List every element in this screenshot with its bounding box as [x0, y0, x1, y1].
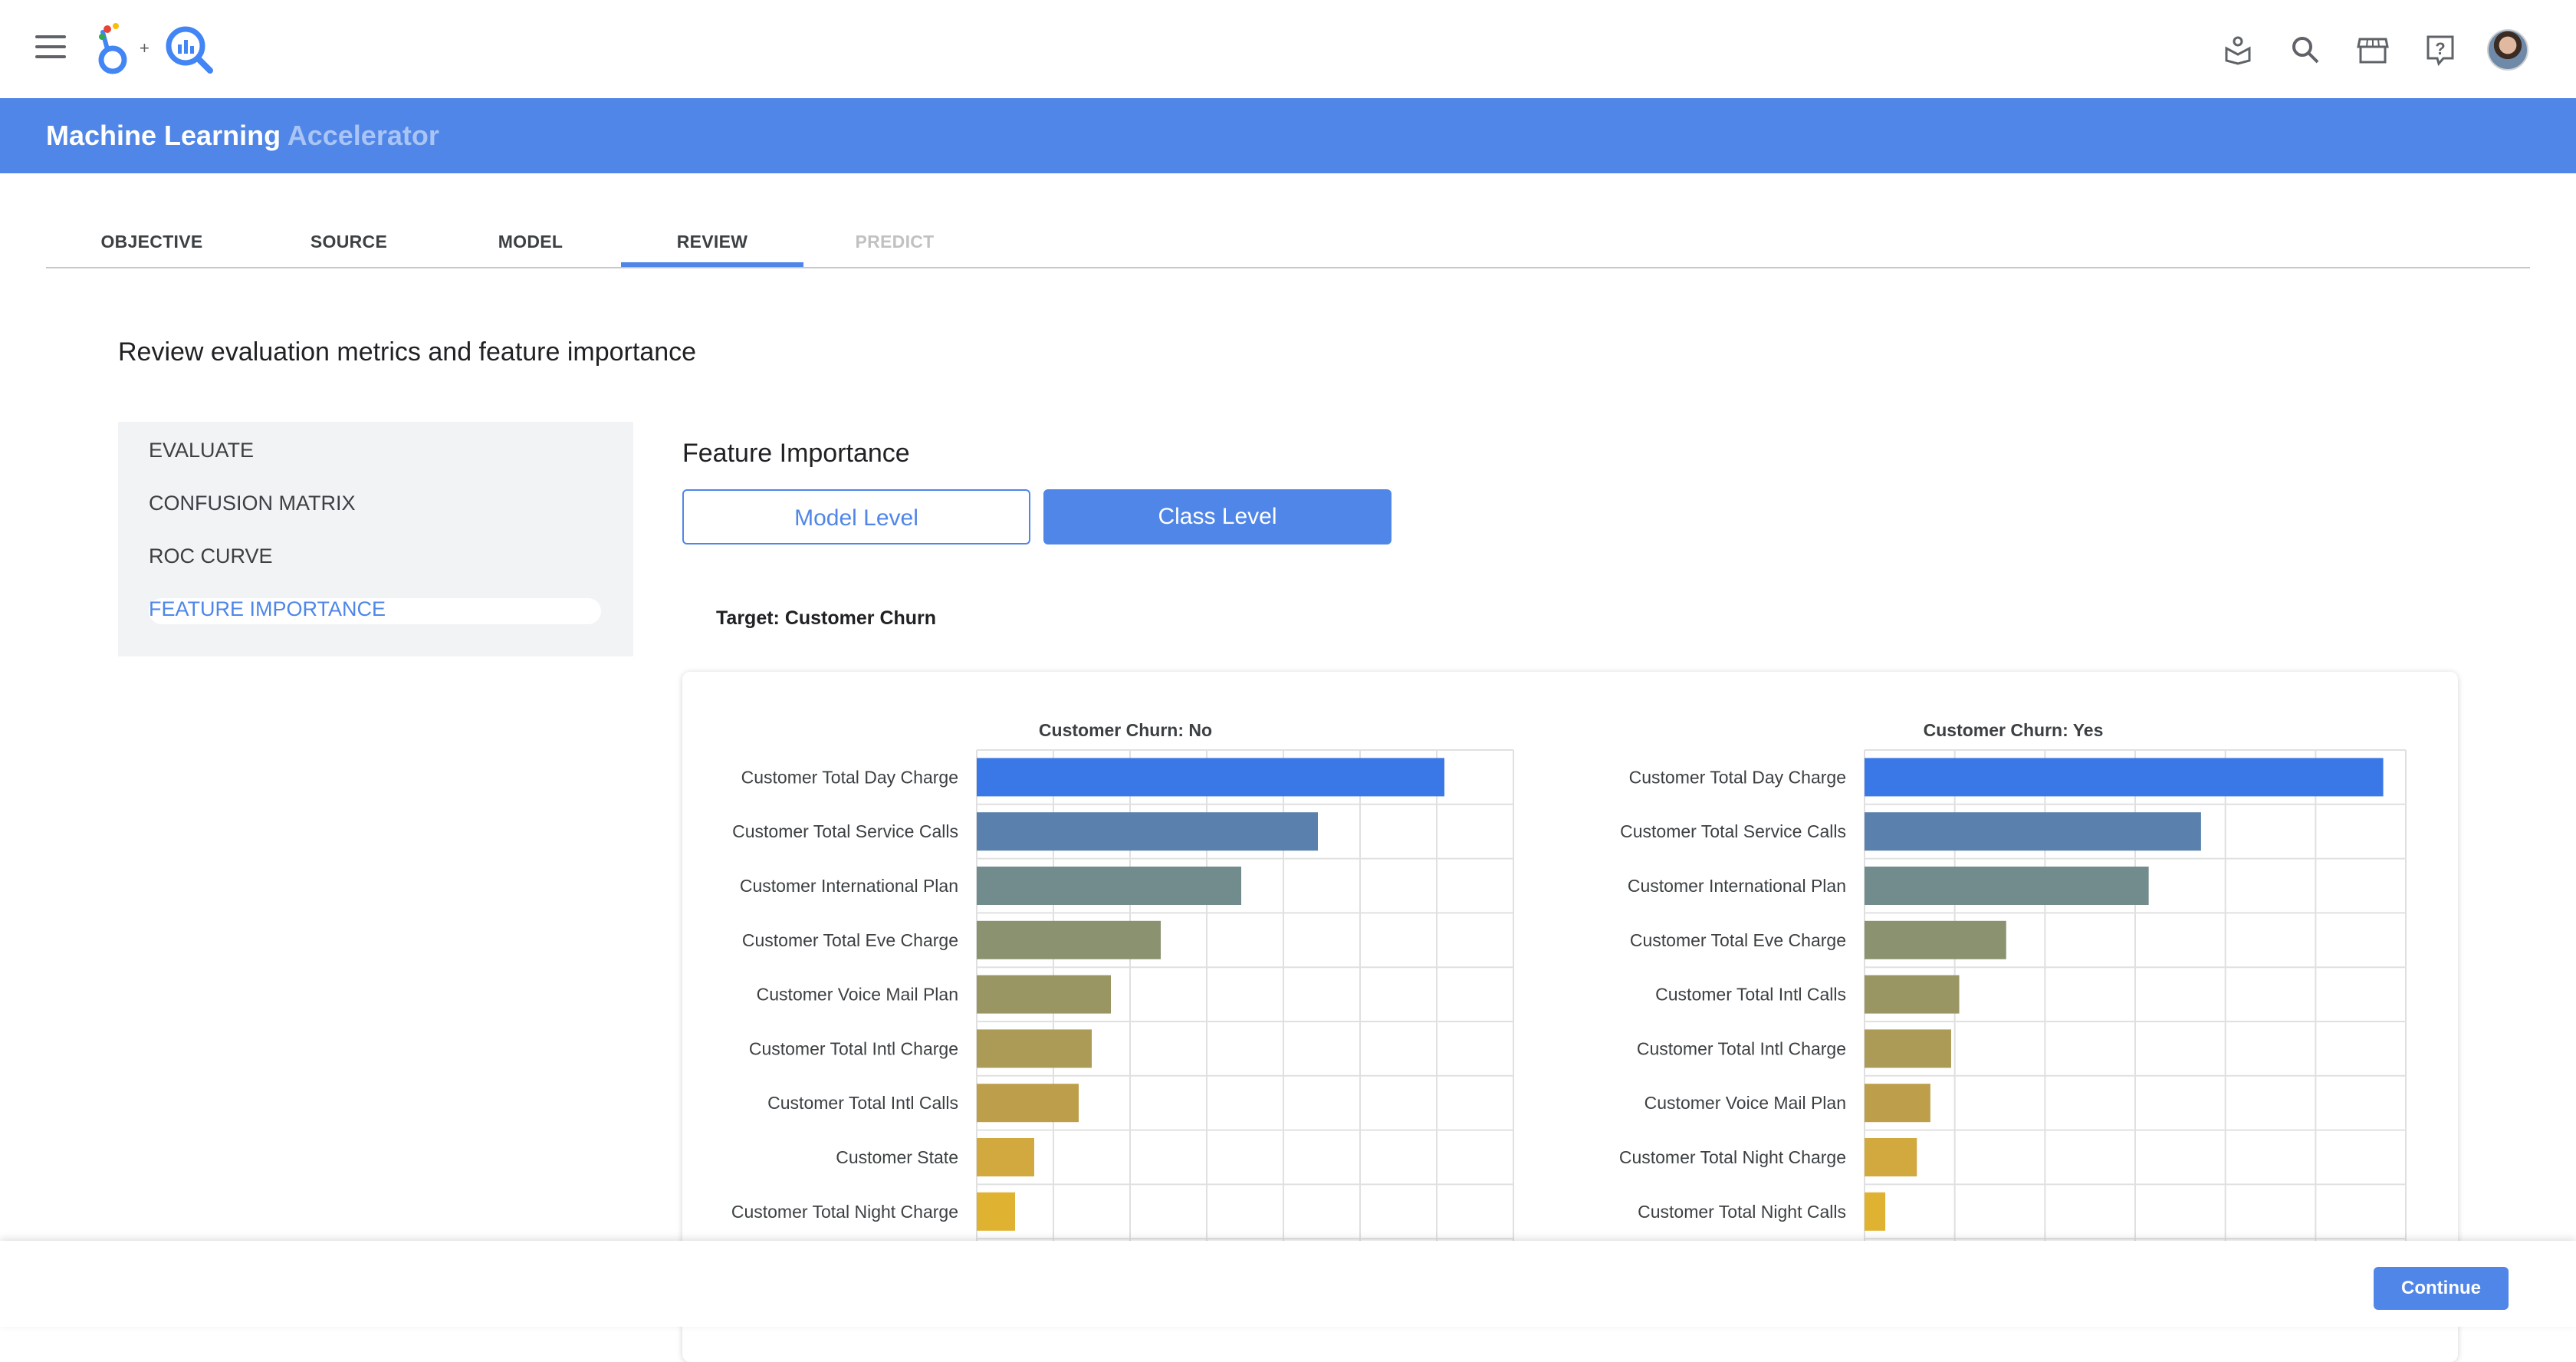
- svg-text:?: ?: [2435, 39, 2445, 58]
- chart-bar[interactable]: [977, 920, 1161, 959]
- category-label: Customer Total Day Charge: [1629, 767, 1846, 787]
- category-label: Customer Total Service Calls: [1620, 821, 1846, 841]
- top-app-bar: + ?: [0, 0, 2576, 98]
- chart-title: Customer Churn: No: [1039, 720, 1212, 740]
- chart-bar[interactable]: [1865, 920, 2006, 959]
- title-banner: Machine Learning Accelerator: [0, 98, 2576, 173]
- class-level-button[interactable]: Class Level: [1043, 489, 1392, 544]
- chart-bar[interactable]: [977, 867, 1241, 905]
- category-label: Customer International Plan: [740, 876, 958, 896]
- feature-importance-charts: Customer Churn: No Customer Total Day Cha…: [731, 720, 2407, 1268]
- chart-bar[interactable]: [1865, 867, 2149, 905]
- store-icon[interactable]: [2351, 28, 2395, 72]
- section-title: Feature Importance: [682, 439, 910, 468]
- chart-bar[interactable]: [977, 1084, 1079, 1123]
- sidebar-item-feature-importance[interactable]: FEATURE IMPORTANCE: [149, 597, 386, 620]
- review-sidebar: EVALUATE CONFUSION MATRIX ROC CURVE FEAT…: [118, 422, 633, 656]
- tab-review[interactable]: REVIEW: [621, 218, 803, 267]
- bottom-action-bar: Continue: [0, 1241, 2576, 1327]
- continue-button[interactable]: Continue: [2374, 1267, 2509, 1310]
- avatar[interactable]: [2486, 28, 2530, 72]
- app-title-sub: Accelerator: [287, 120, 439, 151]
- chart-bar[interactable]: [1865, 975, 1960, 1014]
- app-title-main: Machine Learning: [46, 120, 281, 151]
- category-label: Customer Total Intl Charge: [749, 1038, 958, 1058]
- chart-bar[interactable]: [977, 1192, 1015, 1231]
- help-icon[interactable]: ?: [2418, 28, 2463, 72]
- chart-bar[interactable]: [1865, 812, 2201, 851]
- category-label: Customer Total Day Charge: [741, 767, 958, 787]
- chart-title: Customer Churn: Yes: [1924, 720, 2104, 740]
- app-logo[interactable]: +: [92, 21, 222, 75]
- model-level-button[interactable]: Model Level: [682, 489, 1030, 544]
- app-title: Machine Learning Accelerator: [46, 120, 439, 152]
- chart-bar[interactable]: [1865, 1192, 1886, 1231]
- chart-bar[interactable]: [977, 758, 1444, 797]
- category-label: Customer Voice Mail Plan: [1644, 1093, 1846, 1113]
- step-tabs: OBJECTIVE SOURCE MODEL REVIEW PREDICT: [46, 218, 2530, 268]
- chart-bar[interactable]: [1865, 1138, 1917, 1176]
- category-label: Customer Total Eve Charge: [742, 930, 958, 950]
- sidebar-item-confusion-matrix[interactable]: CONFUSION MATRIX: [149, 492, 356, 515]
- menu-icon[interactable]: [35, 35, 66, 61]
- active-item-highlight: [149, 598, 601, 624]
- category-label: Customer Total Eve Charge: [1630, 930, 1846, 950]
- category-label: Customer Voice Mail Plan: [757, 985, 958, 1005]
- page-title: Review evaluation metrics and feature im…: [118, 337, 697, 367]
- svg-text:+: +: [140, 38, 150, 58]
- category-label: Customer State: [836, 1147, 958, 1167]
- sidebar-item-evaluate[interactable]: EVALUATE: [149, 439, 255, 462]
- chart-bar[interactable]: [1865, 758, 2384, 797]
- category-label: Customer Total Service Calls: [732, 821, 958, 841]
- category-label: Customer Total Intl Charge: [1637, 1038, 1846, 1058]
- category-label: Customer Total Night Calls: [1638, 1202, 1846, 1222]
- chart-bar[interactable]: [977, 1029, 1092, 1068]
- search-icon[interactable]: [2283, 28, 2328, 72]
- tab-source[interactable]: SOURCE: [310, 232, 388, 252]
- learning-icon[interactable]: [2216, 28, 2260, 72]
- chart-bar[interactable]: [1865, 1029, 1951, 1068]
- sidebar-item-roc-curve[interactable]: ROC CURVE: [149, 544, 273, 568]
- tab-predict: PREDICT: [855, 232, 935, 252]
- tab-model[interactable]: MODEL: [498, 232, 564, 252]
- chart-bar[interactable]: [977, 975, 1111, 1014]
- category-label: Customer International Plan: [1628, 876, 1846, 896]
- chart-bar[interactable]: [977, 812, 1318, 851]
- category-label: Customer Total Night Charge: [731, 1202, 958, 1222]
- category-label: Customer Total Night Charge: [1619, 1147, 1846, 1167]
- category-label: Customer Total Intl Calls: [767, 1093, 958, 1113]
- chart-bar[interactable]: [1865, 1084, 1930, 1123]
- chart-bar[interactable]: [977, 1138, 1034, 1176]
- target-label: Target: Customer Churn: [716, 607, 937, 629]
- tab-objective[interactable]: OBJECTIVE: [100, 232, 203, 252]
- category-label: Customer Total Intl Calls: [1655, 985, 1846, 1005]
